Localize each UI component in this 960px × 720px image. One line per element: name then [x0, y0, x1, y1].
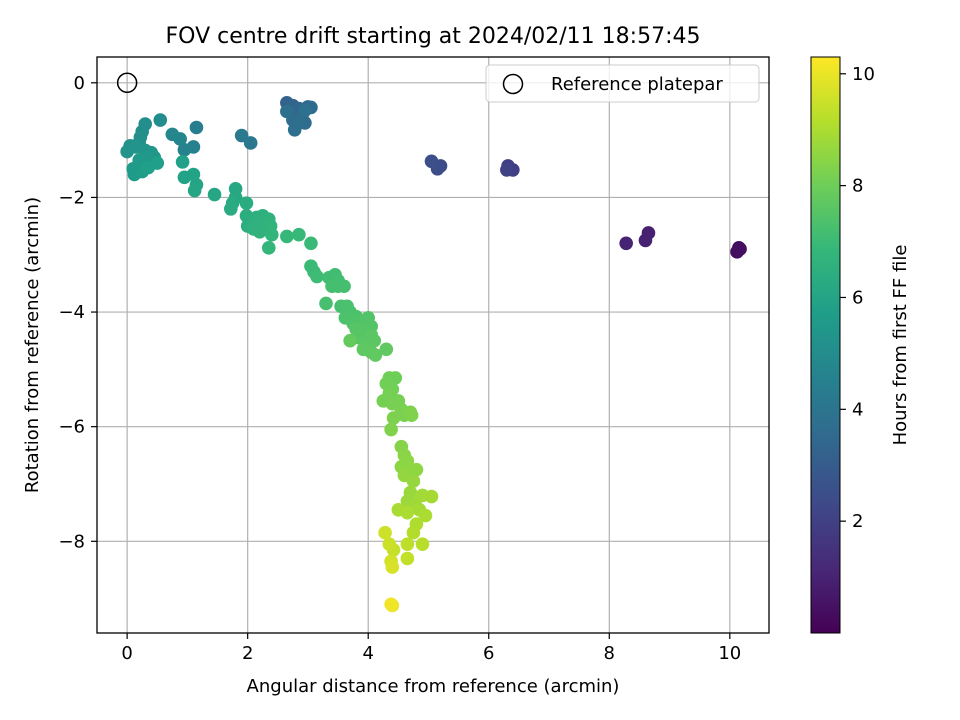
y-axis-ticks: 0 −2 −4 −6 −8 [58, 73, 97, 552]
legend-box [485, 64, 760, 103]
data-point [384, 422, 398, 437]
data-point [400, 537, 415, 551]
data-point [261, 241, 276, 255]
data-point [409, 462, 424, 477]
data-point [280, 104, 294, 119]
colorbar-tick-label: 10 [852, 64, 875, 85]
data-point [187, 183, 202, 198]
data-point [319, 296, 333, 311]
legend-reference-marker [502, 73, 524, 95]
data-point [207, 187, 222, 202]
data-point [733, 242, 747, 256]
legend-entry-reference: Reference platepar [551, 74, 723, 95]
data-point [400, 551, 415, 566]
x-tick-label: 0 [121, 643, 132, 664]
x-axis-ticks: 0 2 4 6 8 10 [121, 633, 741, 664]
reference-point-marker [116, 72, 138, 94]
y-tick-label: 0 [74, 73, 85, 94]
data-point [638, 233, 653, 248]
data-point [298, 103, 312, 118]
data-point [175, 155, 190, 169]
data-point [500, 163, 514, 177]
data-point [153, 113, 168, 127]
data-point [400, 505, 415, 520]
data-point [325, 279, 339, 294]
data-point [223, 202, 238, 216]
data-point [234, 128, 249, 143]
data-point [418, 508, 433, 523]
colorbar-ticks: 2 4 6 8 10 [840, 64, 875, 532]
colorbar-tick-label: 8 [852, 176, 863, 197]
data-point [406, 474, 421, 488]
data-point [385, 560, 400, 574]
x-tick-label: 2 [242, 643, 253, 664]
x-tick-label: 8 [604, 643, 615, 664]
data-point [292, 227, 306, 242]
colorbar [810, 56, 841, 634]
data-point [264, 227, 279, 242]
colorbar-tick-label: 6 [852, 287, 863, 308]
data-point [292, 116, 306, 130]
y-tick-label: −8 [58, 531, 85, 552]
legend: Reference platepar [485, 64, 760, 103]
data-point [406, 525, 421, 540]
data-point [177, 143, 192, 157]
scatter-points [116, 72, 747, 613]
data-point [150, 156, 165, 170]
data-point [186, 167, 201, 182]
colorbar-tick-label: 4 [852, 399, 863, 420]
x-tick-label: 10 [718, 643, 741, 664]
data-point [239, 208, 254, 223]
data-point [386, 411, 401, 425]
y-tick-label: −4 [58, 302, 85, 323]
data-point [415, 537, 430, 551]
x-tick-label: 4 [362, 643, 373, 664]
plot-frame [96, 56, 770, 634]
data-point [384, 597, 398, 612]
data-point [382, 537, 397, 551]
x-tick-label: 6 [483, 643, 494, 664]
data-point [619, 236, 633, 251]
data-point [343, 333, 357, 348]
data-point [379, 342, 394, 357]
x-axis-label: Angular distance from reference (arcmin) [247, 676, 620, 697]
data-point [424, 489, 439, 504]
data-point [243, 136, 258, 150]
chart-title: FOV centre drift starting at 2024/02/11 … [166, 24, 701, 49]
colorbar-tick-label: 2 [852, 511, 863, 532]
data-point [252, 225, 267, 239]
data-point [337, 279, 351, 294]
data-point [378, 525, 392, 540]
colorbar-label: Hours from first FF file [890, 245, 911, 446]
y-axis-label: Rotation from reference (arcmin) [22, 197, 43, 493]
y-tick-label: −6 [58, 417, 85, 438]
data-point [304, 236, 318, 251]
data-point [424, 154, 439, 169]
data-point [404, 408, 419, 423]
data-point [239, 196, 254, 210]
data-point [280, 229, 294, 244]
data-point [189, 120, 204, 135]
y-tick-label: −2 [58, 187, 85, 208]
data-point [165, 127, 180, 142]
data-point [368, 348, 383, 362]
data-point [310, 269, 324, 284]
